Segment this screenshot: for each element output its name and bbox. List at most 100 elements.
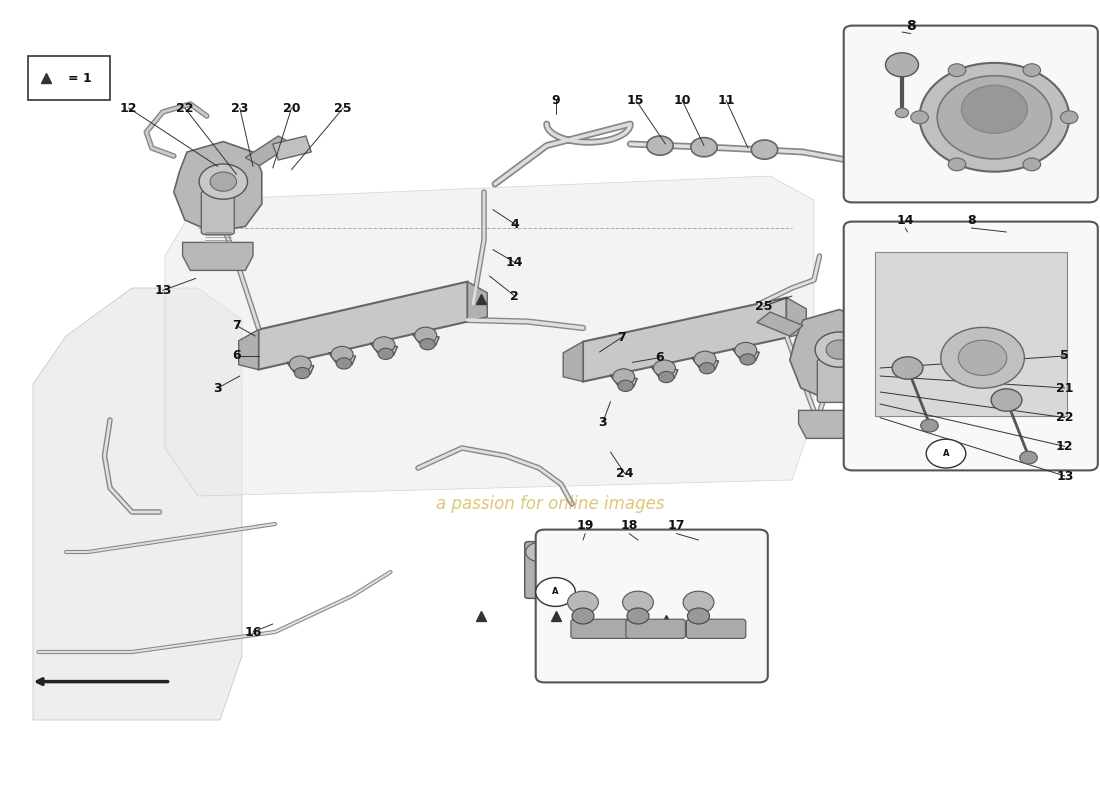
Text: 5: 5 xyxy=(1060,350,1069,362)
Circle shape xyxy=(751,140,778,159)
Text: 8: 8 xyxy=(906,18,915,33)
Text: 12: 12 xyxy=(120,102,138,114)
Circle shape xyxy=(694,351,716,367)
FancyBboxPatch shape xyxy=(844,26,1098,202)
FancyBboxPatch shape xyxy=(626,619,685,638)
Text: 21: 21 xyxy=(1056,382,1074,394)
Circle shape xyxy=(735,342,757,358)
Bar xyxy=(874,252,1067,416)
Polygon shape xyxy=(258,282,468,370)
Text: = 1: = 1 xyxy=(68,71,92,85)
Polygon shape xyxy=(651,366,678,378)
Text: A: A xyxy=(552,587,559,597)
Circle shape xyxy=(572,608,594,624)
Circle shape xyxy=(911,111,928,124)
Circle shape xyxy=(826,340,852,359)
Circle shape xyxy=(1060,111,1078,124)
Circle shape xyxy=(210,172,236,191)
Circle shape xyxy=(337,358,352,369)
Circle shape xyxy=(526,542,552,562)
Polygon shape xyxy=(412,334,439,346)
Text: 24: 24 xyxy=(616,467,634,480)
Polygon shape xyxy=(583,298,786,382)
Circle shape xyxy=(691,138,717,157)
Text: 6: 6 xyxy=(232,350,241,362)
Text: 13: 13 xyxy=(154,284,172,297)
Text: 19: 19 xyxy=(576,519,594,532)
Text: 7: 7 xyxy=(617,331,626,344)
Text: 11: 11 xyxy=(717,94,735,106)
Circle shape xyxy=(683,591,714,614)
Circle shape xyxy=(958,340,1007,375)
Polygon shape xyxy=(790,310,878,400)
Text: 3: 3 xyxy=(213,382,222,394)
Text: 3: 3 xyxy=(598,416,607,429)
Circle shape xyxy=(659,371,674,382)
Text: 10: 10 xyxy=(673,94,691,106)
Circle shape xyxy=(295,367,310,378)
Polygon shape xyxy=(273,136,311,160)
Circle shape xyxy=(926,439,966,468)
Circle shape xyxy=(886,53,918,77)
Circle shape xyxy=(991,389,1022,411)
Text: 18: 18 xyxy=(620,519,638,532)
Text: 9: 9 xyxy=(551,94,560,106)
Text: 20: 20 xyxy=(283,102,300,114)
Polygon shape xyxy=(287,362,314,374)
Circle shape xyxy=(688,608,710,624)
Polygon shape xyxy=(165,176,814,496)
Text: 17: 17 xyxy=(668,519,685,532)
Circle shape xyxy=(613,369,635,385)
Text: 6: 6 xyxy=(656,351,664,364)
Text: 4: 4 xyxy=(510,218,519,230)
Circle shape xyxy=(415,327,437,343)
Polygon shape xyxy=(245,136,293,166)
Text: a passion for online images: a passion for online images xyxy=(436,495,664,513)
Polygon shape xyxy=(33,288,242,720)
Circle shape xyxy=(623,591,653,614)
FancyBboxPatch shape xyxy=(686,619,746,638)
Circle shape xyxy=(627,608,649,624)
Text: 8: 8 xyxy=(967,214,976,226)
Circle shape xyxy=(647,136,673,155)
Polygon shape xyxy=(468,282,487,322)
Circle shape xyxy=(700,362,715,374)
Circle shape xyxy=(568,591,598,614)
Circle shape xyxy=(1020,451,1037,464)
Circle shape xyxy=(921,419,938,432)
Circle shape xyxy=(920,63,1069,172)
Text: 13: 13 xyxy=(1056,470,1074,482)
Circle shape xyxy=(895,108,909,118)
Circle shape xyxy=(199,164,248,199)
Polygon shape xyxy=(239,330,258,370)
FancyBboxPatch shape xyxy=(817,359,850,402)
FancyBboxPatch shape xyxy=(201,191,234,234)
Text: 22: 22 xyxy=(176,102,194,114)
Circle shape xyxy=(420,338,436,350)
Polygon shape xyxy=(799,410,869,438)
Text: 25: 25 xyxy=(334,102,352,114)
Circle shape xyxy=(892,357,923,379)
Text: 15: 15 xyxy=(627,94,645,106)
Polygon shape xyxy=(692,358,718,370)
FancyBboxPatch shape xyxy=(536,530,768,682)
Polygon shape xyxy=(183,242,253,270)
Text: 22: 22 xyxy=(1056,411,1074,424)
FancyBboxPatch shape xyxy=(844,222,1098,470)
Circle shape xyxy=(378,348,394,359)
Circle shape xyxy=(1023,64,1041,77)
FancyBboxPatch shape xyxy=(525,542,553,598)
Circle shape xyxy=(331,346,353,362)
Polygon shape xyxy=(329,353,355,365)
Polygon shape xyxy=(610,375,637,387)
Circle shape xyxy=(961,86,1027,134)
Text: 25: 25 xyxy=(755,300,772,313)
Circle shape xyxy=(948,158,966,170)
Circle shape xyxy=(536,578,575,606)
Polygon shape xyxy=(174,142,262,232)
Text: 7: 7 xyxy=(232,319,241,332)
Text: 23: 23 xyxy=(231,102,249,114)
Text: A: A xyxy=(943,449,949,458)
Circle shape xyxy=(815,332,864,367)
Polygon shape xyxy=(371,343,397,355)
